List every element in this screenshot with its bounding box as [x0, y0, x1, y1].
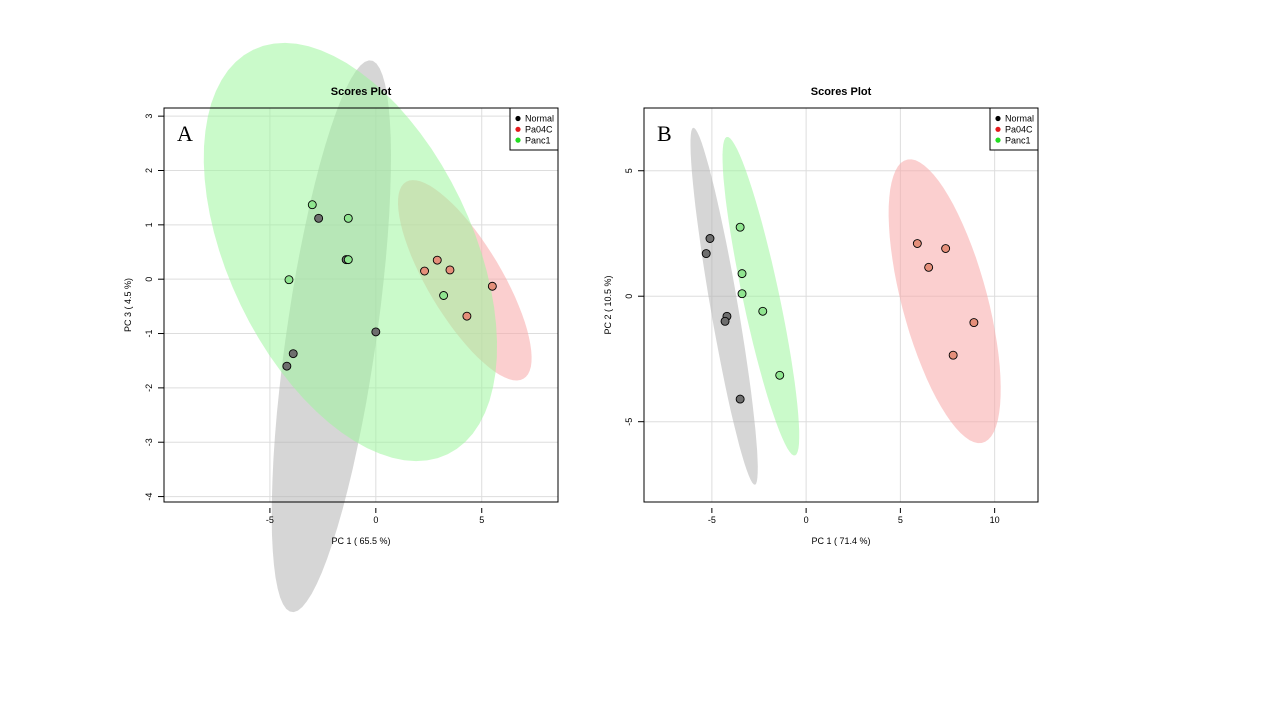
x-tick-label: 5 [479, 515, 484, 525]
y-tick-label: -3 [144, 438, 154, 446]
point-panc1 [439, 291, 449, 300]
point-normal [314, 213, 324, 223]
y-tick-label: -5 [624, 418, 634, 426]
y-tick-label: 0 [624, 294, 634, 299]
point-normal [705, 234, 715, 243]
legend-label-panc1: Panc1 [1005, 135, 1031, 145]
legend-label-pa04c: Pa04C [1005, 125, 1033, 135]
point-normal [735, 394, 745, 404]
point-pa04c [948, 350, 958, 360]
point-pa04c [941, 244, 951, 253]
y-axis-label: PC 3 ( 4.5 %) [123, 278, 133, 332]
y-tick-label: -4 [144, 493, 154, 501]
panel-label: A [177, 121, 193, 146]
point-normal [701, 249, 711, 259]
y-tick-label: 3 [144, 114, 154, 119]
scores-plot-a: -5 0 5 -4 -3 -2 -1 0 1 2 3 Scores Plot PC 1 ( 65.5 %… [123, 42, 559, 613]
point-pa04c [969, 318, 979, 328]
legend-marker-normal [995, 115, 1001, 122]
x-tick-label: -5 [266, 515, 274, 525]
point-pa04c [924, 262, 934, 272]
legend-label-normal: Normal [1005, 114, 1034, 124]
x-tick-label: 10 [990, 515, 1000, 525]
x-tick-label: 0 [804, 515, 809, 525]
point-panc1 [735, 222, 745, 232]
plot-frame [163, 107, 559, 503]
panel-label: B [657, 121, 672, 146]
point-normal [371, 327, 381, 337]
point-panc1 [343, 255, 353, 265]
point-panc1 [284, 275, 294, 285]
legend-marker-normal [515, 115, 521, 122]
legend-label-pa04c: Pa04C [525, 125, 553, 135]
point-pa04c [912, 239, 922, 248]
point-pa04c [420, 266, 429, 276]
x-tick-label: 5 [898, 515, 903, 525]
scores-plot-b: -5 0 5 10 -5 0 5 Scores Plot PC 1 ( 71.4 %) PC 2 … [603, 86, 1039, 546]
x-axis-label: PC 1 ( 71.4 %) [811, 536, 870, 546]
point-panc1 [775, 370, 785, 380]
point-pa04c [487, 281, 497, 291]
ellipse-pa04c [888, 159, 1001, 444]
point-panc1 [343, 213, 353, 223]
point-normal [288, 349, 298, 359]
ellipse-panc1 [203, 42, 498, 462]
legend-marker-pa04c [515, 126, 521, 132]
y-tick-label: -1 [144, 330, 154, 338]
legend-label-panc1: Panc1 [525, 135, 551, 145]
y-tick-label: 1 [144, 222, 154, 227]
legend-marker-panc1 [995, 137, 1001, 143]
y-tick-label: 5 [624, 168, 634, 173]
chart-title: Scores Plot [811, 86, 872, 98]
point-normal [720, 316, 730, 326]
chart-title: Scores Plot [331, 86, 392, 98]
legend-marker-pa04c [995, 126, 1001, 132]
x-tick-label: 0 [373, 515, 378, 525]
legend-marker-panc1 [515, 137, 521, 143]
x-tick-label: -5 [708, 515, 716, 525]
y-tick-label: -2 [144, 384, 154, 392]
legend-label-normal: Normal [525, 114, 554, 124]
point-normal [282, 361, 292, 371]
y-tick-label: 0 [144, 277, 154, 282]
point-pa04c [462, 311, 472, 321]
y-axis-label: PC 2 ( 10.5 %) [603, 275, 613, 334]
point-panc1 [758, 306, 768, 316]
point-pa04c [432, 255, 442, 265]
point-panc1 [737, 269, 747, 279]
plot-frame [643, 107, 1039, 503]
point-pa04c [445, 265, 455, 275]
y-tick-label: 2 [144, 168, 154, 173]
point-panc1 [307, 200, 317, 210]
x-axis-label: PC 1 ( 65.5 %) [331, 536, 390, 546]
point-panc1 [737, 289, 747, 299]
